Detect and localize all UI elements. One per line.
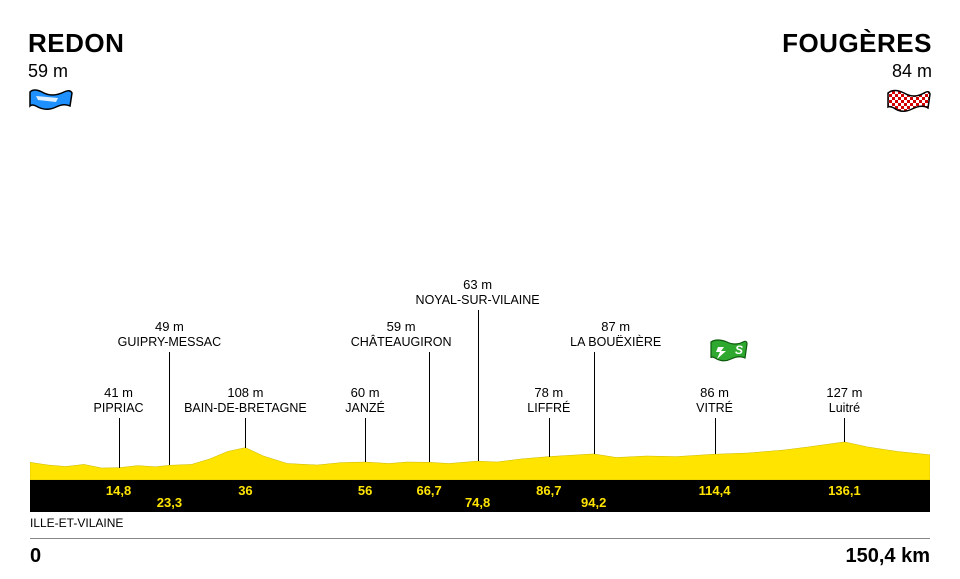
waypoint-name: Luitré xyxy=(826,401,862,415)
waypoint-label: 49 mGUIPRY-MESSAC xyxy=(118,320,222,349)
waypoint-elev: 59 m xyxy=(351,320,452,335)
km-marker: 14,8 xyxy=(106,483,131,498)
waypoint-label: 87 mLA BOUËXIÈRE xyxy=(570,320,661,349)
finish-elev: 84 m xyxy=(782,61,932,82)
stage-profile-container: REDON 59 m FOUGÈRES 84 m xyxy=(0,0,960,579)
waypoint-elev: 87 m xyxy=(570,320,661,335)
waypoint-elev: 41 m xyxy=(94,386,144,401)
start-city: REDON xyxy=(28,28,124,59)
waypoint-label: 78 mLIFFRÉ xyxy=(527,386,570,415)
waypoint-label: 59 mCHÂTEAUGIRON xyxy=(351,320,452,349)
km-marker: 74,8 xyxy=(465,495,490,510)
waypoint-name: LA BOUËXIÈRE xyxy=(570,335,661,349)
waypoint-elev: 86 m xyxy=(696,386,733,401)
elevation-profile xyxy=(30,420,930,480)
km-marker: 36 xyxy=(238,483,252,498)
waypoint-name: PIPRIAC xyxy=(94,401,144,415)
waypoint-label: 60 mJANZÉ xyxy=(345,386,385,415)
km-marker: 86,7 xyxy=(536,483,561,498)
waypoint-label: 63 mNOYAL-SUR-VILAINE xyxy=(416,278,540,307)
waypoint-elev: 60 m xyxy=(345,386,385,401)
km-marker: 136,1 xyxy=(828,483,861,498)
waypoint-name: NOYAL-SUR-VILAINE xyxy=(416,293,540,307)
waypoint-name: CHÂTEAUGIRON xyxy=(351,335,452,349)
department-label: ILLE-ET-VILAINE xyxy=(30,516,123,530)
finish-flag-icon xyxy=(886,88,932,123)
km-marker: 56 xyxy=(358,483,372,498)
start-header: REDON 59 m xyxy=(28,28,124,123)
finish-city: FOUGÈRES xyxy=(782,28,932,59)
waypoint-name: VITRÉ xyxy=(696,401,733,415)
svg-text:S: S xyxy=(735,343,743,357)
waypoint-label: 108 mBAIN-DE-BRETAGNE xyxy=(184,386,307,415)
km-marker: 114,4 xyxy=(699,483,731,498)
total-km: 150,4 km xyxy=(845,545,930,568)
waypoint-label: 86 mVITRÉ xyxy=(696,386,733,415)
start-elev: 59 m xyxy=(28,61,124,82)
start-km: 0 xyxy=(30,545,41,568)
footer-divider xyxy=(30,538,930,539)
waypoint-name: JANZÉ xyxy=(345,401,385,415)
waypoint-name: LIFFRÉ xyxy=(527,401,570,415)
waypoint-elev: 78 m xyxy=(527,386,570,401)
km-marker: 23,3 xyxy=(157,495,182,510)
waypoint-name: BAIN-DE-BRETAGNE xyxy=(184,401,307,415)
start-flag-icon xyxy=(28,88,124,123)
waypoint-elev: 49 m xyxy=(118,320,222,335)
waypoint-name: GUIPRY-MESSAC xyxy=(118,335,222,349)
finish-header: FOUGÈRES 84 m xyxy=(782,28,932,123)
km-marker: 94,2 xyxy=(581,495,606,510)
sprint-icon: S xyxy=(709,338,749,371)
waypoint-label: 41 mPIPRIAC xyxy=(94,386,144,415)
km-marker: 66,7 xyxy=(416,483,441,498)
waypoint-label: 127 mLuitré xyxy=(826,386,862,415)
waypoint-elev: 63 m xyxy=(416,278,540,293)
waypoint-elev: 108 m xyxy=(184,386,307,401)
waypoint-elev: 127 m xyxy=(826,386,862,401)
distance-bar: 14,8 23,3 36 56 66,7 74,8 86,7 94,2 114,4 136,1 xyxy=(30,480,930,512)
